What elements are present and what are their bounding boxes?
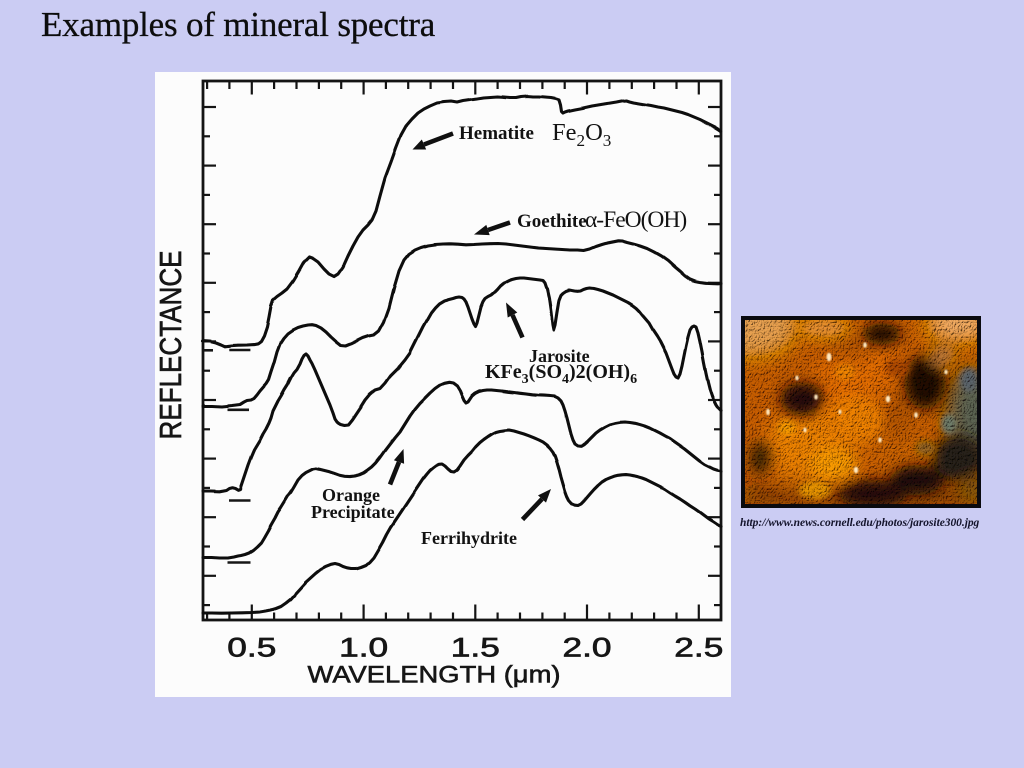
- svg-text:REFLECTANCE: REFLECTANCE: [154, 251, 189, 440]
- svg-text:0.5: 0.5: [227, 633, 276, 663]
- svg-text:2.5: 2.5: [674, 633, 723, 663]
- svg-text:1.0: 1.0: [339, 633, 388, 663]
- svg-text:WAVELENGTH (μm): WAVELENGTH (μm): [308, 662, 561, 689]
- svg-text:1.5: 1.5: [451, 633, 500, 663]
- svg-text:2.0: 2.0: [563, 633, 612, 663]
